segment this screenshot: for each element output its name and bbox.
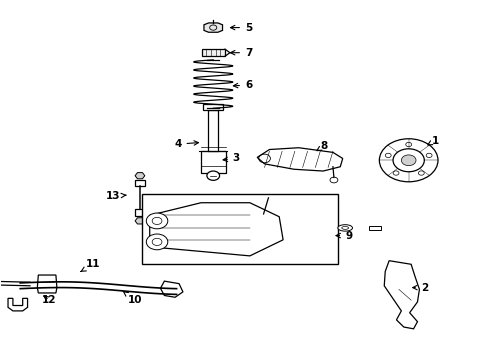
Circle shape (418, 171, 424, 175)
Bar (143, 194, 338, 264)
Text: 6: 6 (233, 80, 252, 90)
Circle shape (401, 155, 416, 166)
Polygon shape (150, 203, 283, 256)
Ellipse shape (338, 225, 352, 231)
Bar (201, 49, 225, 56)
Text: 13: 13 (106, 191, 126, 201)
Polygon shape (135, 218, 145, 224)
Polygon shape (160, 281, 183, 297)
Circle shape (207, 171, 220, 180)
Bar (208, 110, 218, 150)
Bar (135, 180, 146, 186)
Text: 7: 7 (230, 48, 252, 58)
Text: 5: 5 (230, 23, 252, 33)
Bar (368, 226, 381, 230)
Bar (203, 104, 223, 110)
Text: 3: 3 (223, 153, 240, 163)
Text: 12: 12 (42, 295, 57, 305)
Circle shape (147, 213, 168, 229)
Circle shape (393, 149, 424, 172)
Polygon shape (37, 275, 57, 293)
Polygon shape (204, 23, 222, 32)
Text: 11: 11 (81, 259, 101, 271)
Text: 4: 4 (174, 139, 198, 149)
Text: 10: 10 (122, 291, 142, 305)
Circle shape (147, 234, 168, 250)
Circle shape (406, 142, 412, 147)
Bar (200, 150, 226, 173)
Text: 1: 1 (428, 136, 439, 145)
Circle shape (393, 171, 399, 175)
Circle shape (385, 153, 391, 158)
Polygon shape (384, 261, 419, 329)
Text: 2: 2 (413, 283, 428, 293)
Circle shape (379, 139, 438, 182)
Polygon shape (8, 298, 27, 311)
Polygon shape (257, 148, 343, 171)
Polygon shape (135, 172, 145, 179)
Circle shape (426, 153, 432, 158)
Text: 9: 9 (336, 231, 352, 240)
Bar (135, 210, 146, 216)
Text: 8: 8 (317, 141, 328, 151)
